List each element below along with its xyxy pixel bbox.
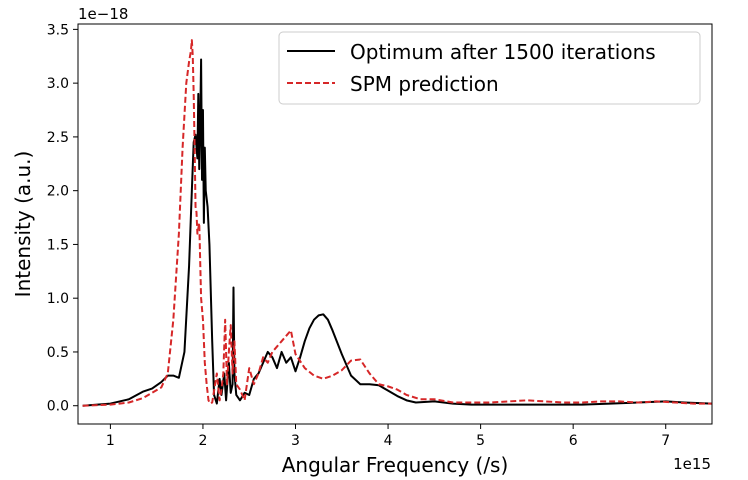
x-tick-label: 2 (198, 433, 207, 449)
legend-label-spm: SPM prediction (350, 72, 499, 96)
series-line-spm (82, 39, 712, 407)
series-line-optimum (82, 58, 713, 407)
legend: Optimum after 1500 iterations SPM predic… (278, 31, 701, 105)
y-tick-label: 0.5 (47, 345, 69, 361)
y-tick-label: 0.0 (47, 399, 69, 415)
x-tick-label: 4 (384, 433, 393, 449)
y-tick-label: 3.5 (47, 22, 69, 38)
y-tick-label: 2.5 (47, 130, 69, 146)
x-tick-label: 5 (476, 433, 485, 449)
y-tick-label: 3.0 (47, 76, 69, 92)
series-layer (82, 39, 713, 407)
x-offset-label: 1e15 (673, 455, 711, 473)
y-tick-label: 2.0 (47, 184, 69, 200)
x-tick-label: 7 (661, 433, 670, 449)
y-tick-label: 1.0 (47, 291, 69, 307)
y-tick-label: 1.5 (47, 237, 69, 253)
y-axis: 0.0 0.5 1.0 1.5 2.0 2.5 3.0 3.5 (47, 22, 78, 415)
legend-box (278, 31, 701, 105)
x-tick-label: 6 (569, 433, 578, 449)
x-tick-label: 1 (106, 433, 115, 449)
x-tick-label: 3 (291, 433, 300, 449)
x-axis: 1 2 3 4 5 6 7 (106, 424, 670, 449)
x-axis-label: Angular Frequency (/s) (282, 453, 509, 477)
y-axis-label: Intensity (a.u.) (11, 151, 35, 298)
plot-frame (77, 23, 713, 425)
legend-label-optimum: Optimum after 1500 iterations (350, 40, 656, 64)
y-offset-label: 1e−18 (78, 5, 128, 23)
